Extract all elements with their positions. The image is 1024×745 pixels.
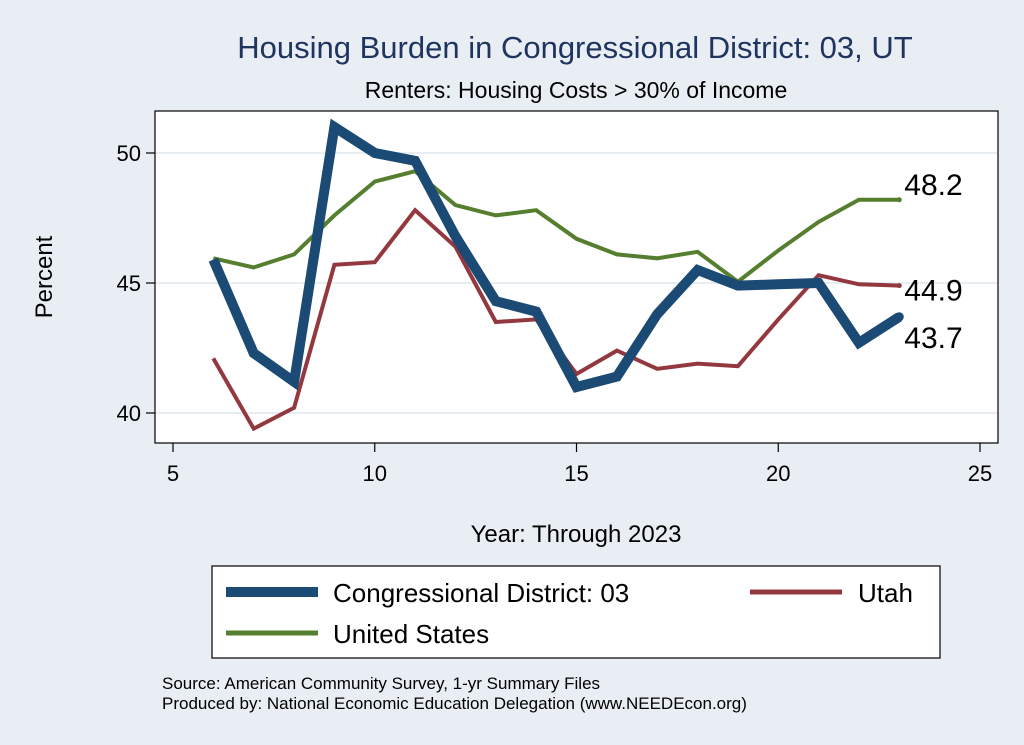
y-axis-title: Percent [31,235,58,318]
series-line-district [208,118,903,393]
series-lines [208,118,903,432]
chart-subtitle: Renters: Housing Costs > 30% of Income [365,77,788,103]
y-axis: 40 45 50 [117,141,155,426]
y-tick-label: 45 [117,271,141,296]
x-tick-label: 10 [363,461,387,486]
x-tick-label: 15 [564,461,588,486]
x-axis-title: Year: Through 2023 [471,521,682,548]
legend-label-district: Congressional District: 03 [333,578,629,608]
x-tick-label: 25 [968,461,992,486]
x-tick-label: 20 [766,461,790,486]
chart-title: Housing Burden in Congressional District… [237,30,912,65]
producer-note: Produced by: National Economic Education… [162,694,747,713]
x-axis: 5 10 15 20 25 [167,443,992,486]
legend-label-utah: Utah [858,578,913,608]
end-label-us: 48.2 [904,169,962,202]
end-label-utah: 44.9 [904,275,962,308]
end-label-district: 43.7 [904,322,962,355]
series-line-us [212,169,900,285]
end-marker-us [896,197,902,203]
legend-box [211,565,941,659]
y-tick-label: 40 [117,401,141,426]
plot-area [154,110,999,444]
end-marker-district [894,312,904,322]
x-tick-label: 5 [167,461,179,486]
source-note: Source: American Community Survey, 1-yr … [162,674,600,693]
legend: Congressional District: 03 Utah United S… [211,565,941,659]
end-marker-utah [896,283,902,289]
legend-label-us: United States [333,619,489,649]
end-labels: 43.7 44.9 48.2 [894,169,963,355]
y-tick-label: 50 [117,141,141,166]
